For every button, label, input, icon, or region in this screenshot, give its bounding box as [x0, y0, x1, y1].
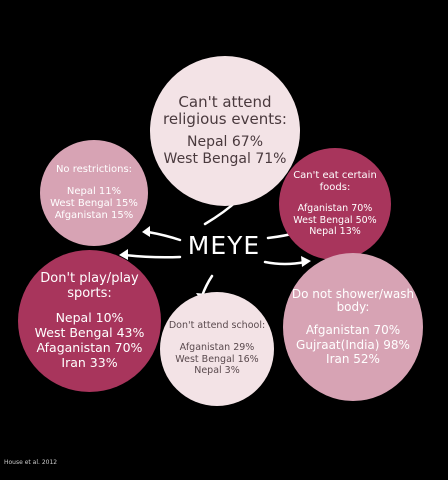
stat-row: West Bengal 50%	[293, 214, 377, 226]
stat-row: Afganistan 70%	[305, 323, 401, 338]
arrow-to-no-restrictions	[146, 230, 182, 242]
circle-title: Don't attend school:	[168, 320, 266, 332]
circle-title: Can't eat certain foods:	[293, 170, 377, 193]
stat-row: Iran 33%	[61, 354, 118, 370]
citation: House et al. 2012	[4, 459, 58, 466]
arrowhead-shower	[301, 256, 311, 267]
stat-row: West Bengal 15%	[50, 197, 138, 209]
circle-school: Don't attend school: Afganistan 29% West…	[160, 292, 274, 406]
arrow-to-sports	[123, 253, 182, 259]
stat-row: West Bengal 16%	[175, 353, 259, 365]
circle-title: Don't play/play sports:	[40, 271, 139, 301]
stat-row: Nepal 13%	[309, 226, 361, 238]
center-label: MEYE	[187, 231, 261, 260]
stat-row: Afaganistan 70%	[36, 339, 143, 355]
stat-row: Afganistan 29%	[179, 342, 255, 354]
circle-shower: Do not shower/wash body: Afganistan 70% …	[283, 253, 423, 401]
circle-title: No restrictions:	[55, 164, 133, 176]
stat-row: Nepal 67%	[186, 134, 263, 151]
stat-row: Nepal 10%	[55, 309, 124, 325]
stat-row: Afganistan 70%	[297, 203, 373, 215]
stat-row: West Bengal 43%	[34, 324, 145, 340]
stat-row: West Bengal 71%	[163, 151, 287, 168]
circle-title: Do not shower/wash body:	[291, 286, 415, 315]
stat-row: Iran 52%	[326, 351, 380, 366]
stat-row: Gujraat(India) 98%	[296, 337, 410, 352]
circle-no-restrictions: No restrictions: Nepal 11% West Bengal 1…	[40, 140, 148, 246]
stat-row: Nepal 3%	[194, 365, 240, 377]
circle-foods: Can't eat certain foods: Afganistan 70% …	[279, 148, 391, 260]
arrowhead-sports	[119, 249, 128, 260]
stat-row: Nepal 11%	[66, 185, 122, 197]
circle-title: Can't attend religious events:	[163, 92, 287, 129]
stat-row: Afganistan 15%	[54, 209, 134, 221]
circle-religious-events: Can't attend religious events: Nepal 67%…	[150, 56, 300, 206]
arrow-to-shower	[263, 260, 307, 266]
arrowhead-no-restrictions	[142, 226, 150, 237]
circle-sports: Don't play/play sports: Nepal 10% West B…	[18, 250, 161, 392]
